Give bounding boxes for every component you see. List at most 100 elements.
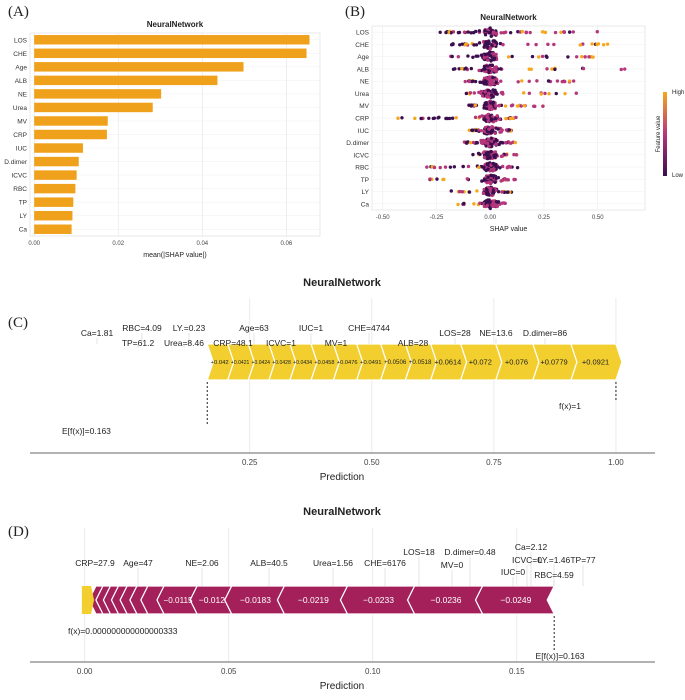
y-tick-label: LY [362, 189, 370, 196]
swarm-point [483, 33, 488, 37]
swarm-point [490, 63, 495, 68]
swarm-point [601, 43, 606, 47]
swarm-point [535, 79, 539, 83]
y-tick-label: CRP [13, 132, 27, 139]
swarm-point [491, 100, 495, 105]
feature-label: D.dimer=0.48 [444, 547, 496, 557]
segment-value: +0.0779 [540, 358, 567, 367]
swarm-point [520, 29, 525, 34]
swarm-point [508, 30, 513, 35]
swarm-point [480, 94, 485, 98]
swarm-point [451, 67, 456, 71]
swarm-point [487, 69, 491, 73]
swarm-point [449, 43, 454, 47]
swarm-point [533, 104, 537, 109]
swarm-point [474, 128, 478, 133]
swarm-point [519, 104, 523, 108]
swarm-point [477, 41, 482, 45]
bar-Age [34, 62, 244, 72]
swarm-point [472, 43, 476, 47]
segment-value: +0.076 [505, 358, 528, 367]
swarm-point [488, 26, 492, 30]
swarm-point [489, 149, 493, 154]
swarm-point [470, 79, 474, 84]
swarm-point [483, 101, 487, 105]
swarm-point [487, 31, 492, 35]
swarm-point [396, 116, 400, 120]
swarm-point [505, 190, 510, 194]
swarm-point [486, 91, 491, 96]
feature-label: RBC=4.59 [534, 570, 574, 580]
swarm-point [580, 54, 584, 59]
output-value-label: f(x)=0.000000000000000333 [68, 626, 178, 636]
bar-IUC [34, 143, 83, 153]
swarm-point [454, 116, 458, 120]
swarm-point [623, 67, 627, 71]
colorbar [663, 92, 667, 176]
swarm-point [493, 180, 497, 185]
swarm-point [477, 68, 481, 73]
x-tick-label: 0.15 [509, 667, 525, 676]
swarm-point [545, 67, 549, 71]
feature-label: TP=61.2 [122, 338, 155, 348]
swarm-point [471, 55, 475, 59]
swarm-point [487, 127, 491, 131]
swarm-point [501, 164, 505, 169]
swarm-point [587, 55, 591, 59]
swarm-point [567, 79, 572, 83]
y-tick-label: NE [360, 79, 370, 86]
feature-label: MV=1 [325, 338, 348, 348]
panel-label-a: (A) [8, 4, 29, 20]
swarm-point [480, 179, 484, 183]
swarm-point [484, 82, 489, 86]
swarm-point [498, 130, 502, 134]
y-tick-label: IUC [358, 128, 370, 135]
feature-label: CRP=27.9 [75, 558, 115, 568]
swarm-point [547, 92, 551, 96]
feature-label: Urea=8.46 [164, 338, 204, 348]
swarm-point [468, 141, 473, 145]
swarm-point [543, 91, 547, 96]
base-value-label: E[f(x)]=0.163 [62, 426, 111, 436]
feature-label: NE=13.6 [479, 328, 513, 338]
x-tick-label: 0.05 [221, 667, 237, 676]
bar-CRP [34, 129, 107, 140]
swarm-point [498, 67, 503, 71]
swarm-point [528, 30, 532, 35]
swarm-point [540, 30, 545, 34]
swarm-point [450, 54, 454, 59]
swarm-point [494, 165, 498, 169]
swarm-point [466, 164, 471, 169]
swarm-point [492, 162, 497, 166]
swarm-point [485, 115, 489, 119]
swarm-point [552, 42, 556, 47]
feature-label: CRP=48.1 [213, 338, 253, 348]
swarm-point [488, 130, 492, 134]
segment-value: +0.042 [211, 360, 229, 366]
segment-value: +0.0434 [293, 360, 312, 366]
swarm-point [506, 165, 510, 169]
swarm-point [452, 165, 457, 169]
swarm-point [475, 189, 479, 193]
swarm-point [478, 152, 482, 157]
swarm-point [619, 67, 623, 72]
swarm-point [491, 95, 495, 99]
swarm-point [499, 31, 503, 35]
base-value-label: E[f(x)]=0.163 [536, 651, 585, 661]
swarm-point [595, 42, 599, 47]
y-tick-label: CHE [355, 42, 369, 49]
y-tick-label: Ca [19, 227, 28, 234]
swarm-point [502, 31, 506, 35]
segment-value: +0.0458 [314, 360, 334, 366]
swarm-point [473, 115, 478, 120]
swarm-point [499, 79, 503, 83]
swarm-point [583, 55, 587, 59]
y-tick-label: IUC [16, 146, 28, 153]
y-tick-label: RBC [13, 186, 27, 193]
swarm-point [466, 30, 470, 34]
swarm-point [540, 54, 545, 59]
swarm-point [476, 54, 480, 58]
swarm-point [527, 91, 532, 95]
swarm-point [489, 59, 493, 63]
x-tick-label: 1.00 [608, 458, 624, 467]
